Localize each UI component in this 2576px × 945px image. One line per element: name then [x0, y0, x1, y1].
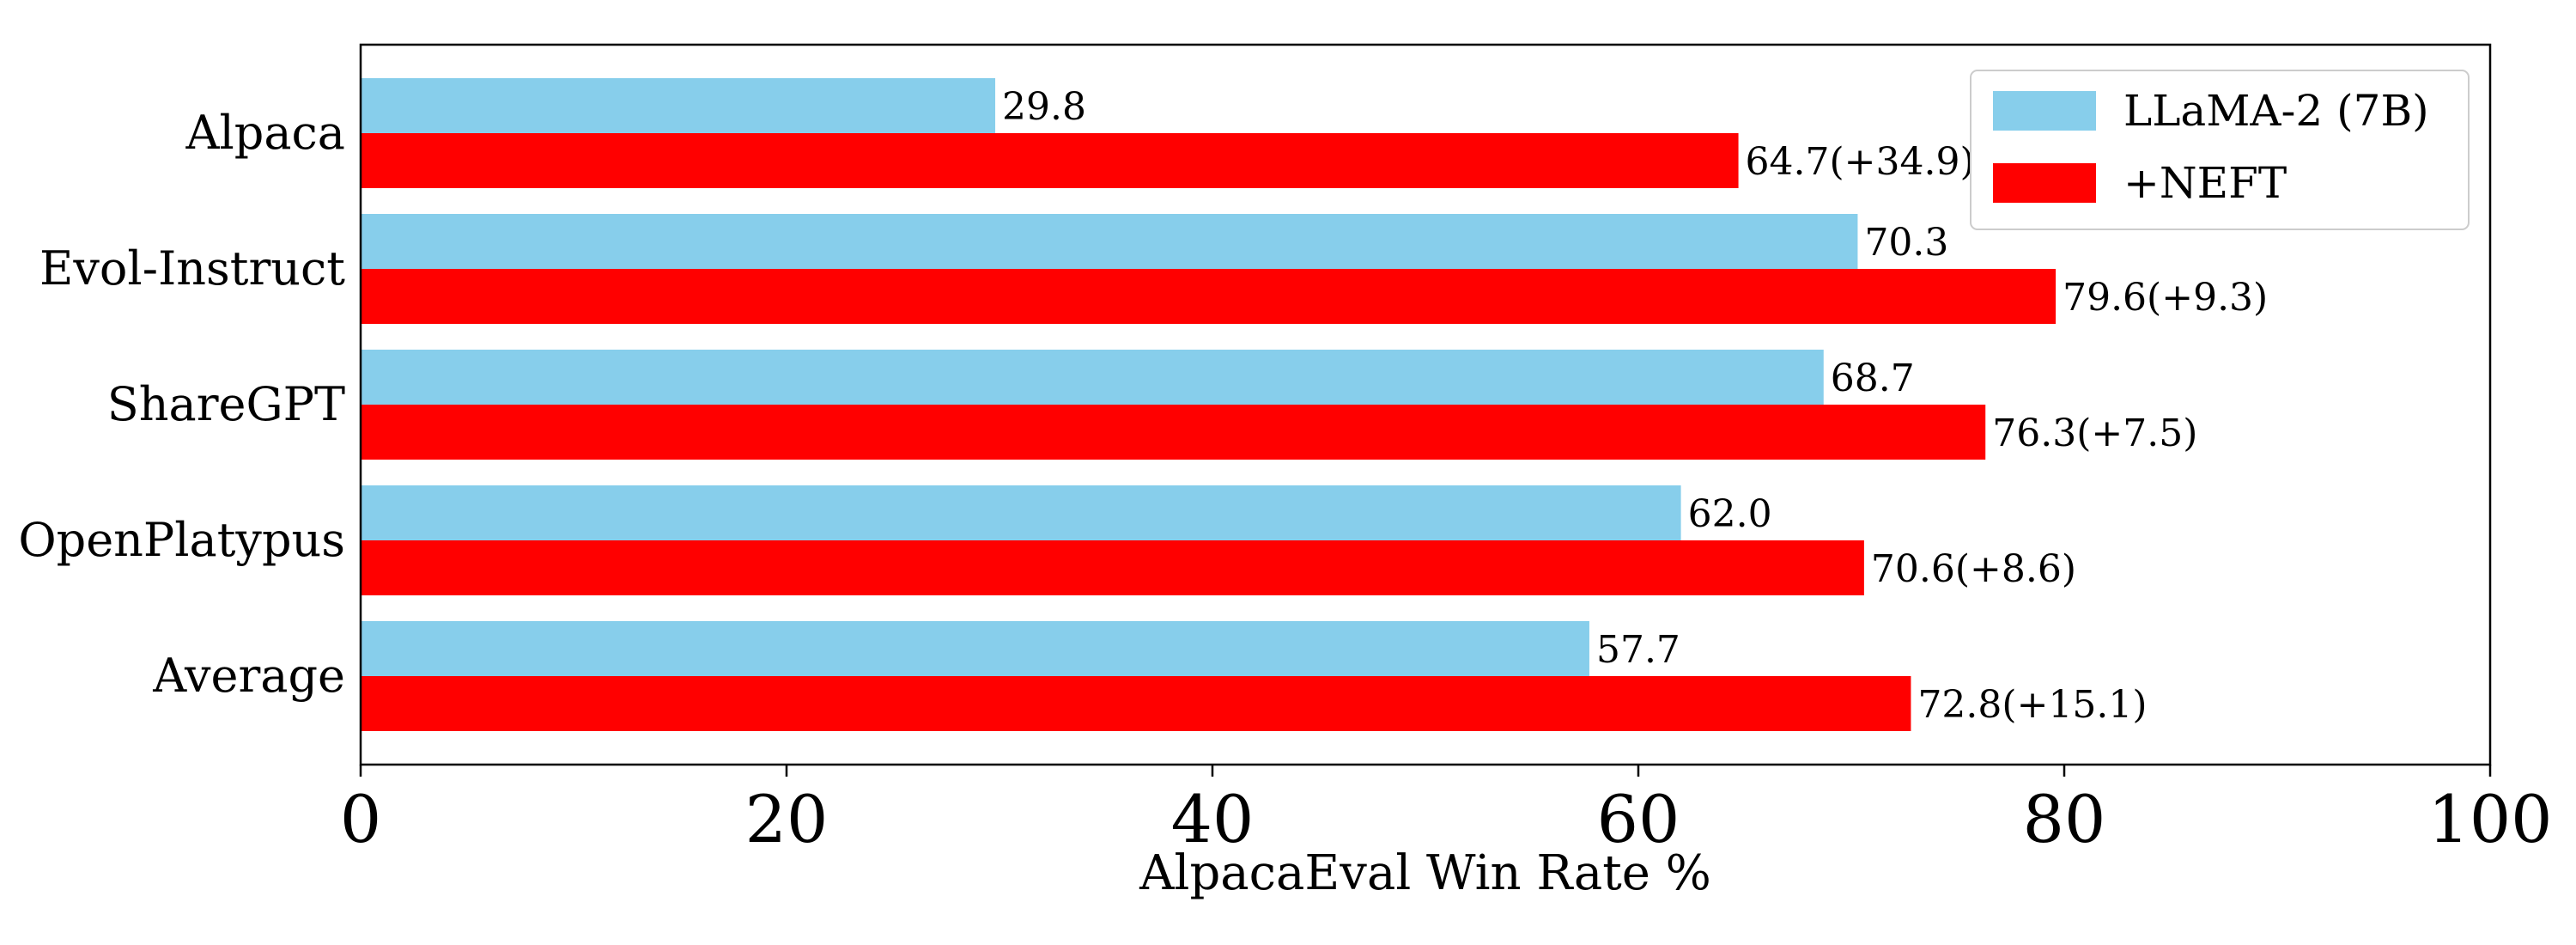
value-label-llama-openplatypus: 62.0 — [1688, 492, 1772, 536]
bar-llama-sharegpt — [361, 350, 1824, 405]
x-tick-label-20: 20 — [745, 781, 829, 857]
x-tick-label-0: 0 — [340, 781, 381, 857]
value-label-llama-alpaca: 29.8 — [1002, 85, 1086, 129]
bar-llama-evol-instruct — [361, 214, 1858, 269]
value-label-llama-sharegpt: 68.7 — [1831, 357, 1915, 400]
x-tick-label-40: 40 — [1171, 781, 1255, 857]
legend-swatch-neft — [1993, 163, 2096, 203]
value-label-neft-evol-instruct: 79.6(+9.3) — [2063, 276, 2268, 320]
bar-llama-openplatypus — [361, 485, 1681, 540]
x-axis-title: AlpacaEval Win Rate % — [1139, 845, 1711, 901]
value-label-neft-sharegpt: 76.3(+7.5) — [1992, 412, 2197, 455]
legend-swatch-llama — [1993, 91, 2096, 131]
legend: LLaMA-2 (7B) +NEFT — [1970, 70, 2470, 230]
plot-frame — [359, 43, 2492, 766]
category-labels: Alpaca Evol-Instruct ShareGPT OpenPlatypus A… — [18, 106, 345, 703]
category-label-evol-instruct: Evol-Instruct — [39, 241, 345, 296]
category-label-sharegpt: ShareGPT — [107, 377, 345, 431]
category-label-openplatypus: OpenPlatypus — [18, 513, 345, 567]
legend-label-llama: LLaMA-2 (7B) — [2123, 86, 2429, 136]
value-label-llama-average: 57.7 — [1596, 628, 1680, 672]
bars-neft — [361, 133, 2057, 731]
bar-neft-alpaca — [361, 133, 1739, 188]
bar-neft-average — [361, 676, 1911, 731]
value-label-llama-evol-instruct: 70.3 — [1864, 221, 1948, 265]
value-labels: 29.8 64.7(+34.9) 70.3 79.6(+9.3) 68.7 76.3(+7… — [1002, 85, 2268, 727]
bar-neft-openplatypus — [361, 540, 1864, 595]
x-axis-ticks: 0 20 40 60 80 100 — [340, 765, 2553, 857]
x-tick-label-60: 60 — [1597, 781, 1680, 857]
x-tick-label-100: 100 — [2427, 781, 2552, 857]
bar-neft-evol-instruct — [361, 269, 2057, 324]
legend-label-neft: +NEFT — [2123, 158, 2287, 208]
category-label-alpaca: Alpaca — [185, 106, 345, 160]
value-label-neft-openplatypus: 70.6(+8.6) — [1871, 547, 2076, 591]
bar-llama-average — [361, 621, 1589, 676]
x-tick-label-80: 80 — [2023, 781, 2106, 857]
value-label-neft-average: 72.8(+15.1) — [1917, 683, 2147, 727]
bar-neft-sharegpt — [361, 405, 1986, 460]
bars-llama — [361, 78, 1858, 676]
value-label-neft-alpaca: 64.7(+34.9) — [1746, 140, 1975, 184]
bar-llama-alpaca — [361, 78, 996, 133]
category-label-average: Average — [152, 649, 345, 703]
